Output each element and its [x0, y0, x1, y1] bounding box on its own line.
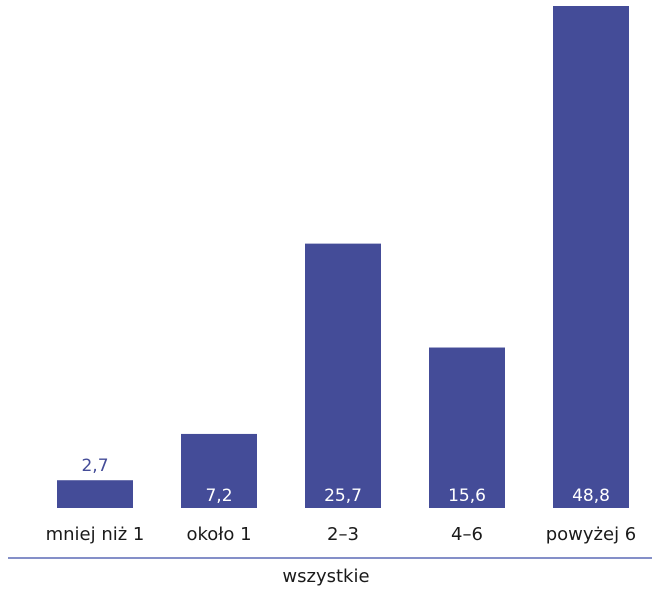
category-label: 4–6: [451, 524, 483, 545]
bar-value-label: 7,2: [205, 486, 232, 506]
category-label: 2–3: [327, 524, 359, 545]
bar-value-label: 2,7: [81, 456, 108, 476]
bar-value-label: 15,6: [448, 486, 486, 506]
category-label: powyżej 6: [546, 524, 637, 545]
bar: [57, 480, 133, 508]
bar: [181, 433, 257, 508]
category-label: około 1: [186, 524, 251, 545]
bar-value-label: 48,8: [572, 486, 610, 506]
bar: [305, 243, 381, 508]
bar-value-label: 25,7: [324, 486, 362, 506]
group-label: wszystkie: [282, 566, 370, 587]
bar: [553, 6, 629, 508]
bar: [429, 347, 505, 508]
category-label: mniej niż 1: [46, 524, 145, 545]
